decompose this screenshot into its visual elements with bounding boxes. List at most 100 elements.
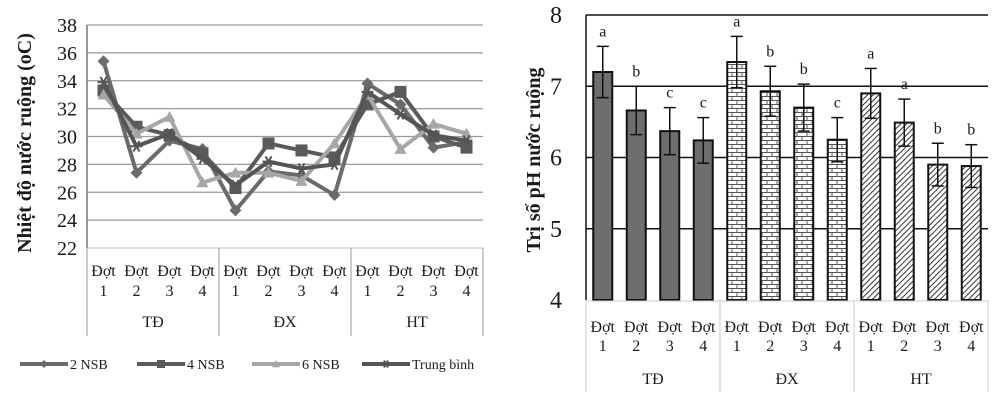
bar — [592, 71, 614, 301]
x-tick-label: Đợt — [124, 263, 149, 280]
x-tick-label: Đợt — [157, 263, 182, 280]
x-tick-label: 2 — [632, 338, 640, 355]
bar — [860, 92, 882, 301]
bar-group: a — [860, 45, 882, 301]
x-tick-label: Đợt — [624, 319, 649, 336]
x-tick-label: 2 — [133, 283, 141, 300]
bar-group: b — [793, 61, 815, 301]
point-triangle — [229, 166, 242, 178]
star-stroke — [462, 134, 471, 147]
group-label: TĐ — [642, 371, 663, 388]
star-stroke — [297, 162, 306, 175]
group-label: TĐ — [142, 314, 163, 331]
bar-group: c — [659, 85, 681, 301]
bar-group: c — [692, 95, 714, 301]
group-label: HT — [406, 314, 428, 331]
y-axis-label: Nhiệt độ nước ruộng (oC) — [14, 33, 36, 253]
y-tick-label: 34 — [57, 71, 77, 93]
star-stroke — [363, 86, 372, 98]
y-tick-label: 32 — [57, 99, 77, 121]
x-tick-label: 4 — [699, 338, 707, 355]
group-label: ĐX — [775, 371, 799, 388]
bar — [692, 139, 714, 301]
point-star — [262, 155, 275, 168]
point-square — [460, 141, 473, 154]
bars: a b c c a b b c a a b b — [592, 13, 982, 302]
x-tick-label: Đợt — [322, 263, 347, 280]
x-tick-label: 3 — [934, 338, 942, 355]
point-star — [361, 86, 374, 98]
point-star — [460, 134, 473, 147]
bar — [759, 90, 781, 301]
significance-label: b — [934, 120, 942, 137]
x-tick-label: 3 — [430, 283, 438, 300]
y-tick-labels: 22 24 26 28 30 32 34 36 38 — [57, 15, 77, 260]
x-tick-label: 1 — [232, 283, 240, 300]
point-square — [157, 360, 165, 368]
point-star — [427, 129, 440, 141]
significance-label: c — [834, 95, 841, 112]
significance-label: c — [700, 95, 707, 112]
x-tick-label: 1 — [599, 338, 607, 355]
x-tick-label: Đợt — [926, 319, 951, 336]
point-triangle — [394, 143, 407, 154]
y-gridlines — [585, 14, 988, 300]
bar-group: a — [893, 76, 915, 302]
x-tick-label: 2 — [397, 283, 405, 300]
star-stroke — [383, 360, 389, 368]
y-axis-label: Trị số pH nước ruộng — [523, 68, 545, 253]
x-tick-label: 4 — [833, 338, 841, 355]
star-stroke — [396, 108, 405, 120]
bar — [826, 138, 848, 301]
x-tick-label: Đợt — [859, 319, 884, 336]
x-tick-label: Đợt — [256, 263, 281, 280]
x-tick-label: 3 — [166, 283, 174, 300]
x-tick-label: 3 — [298, 283, 306, 300]
point-star — [97, 76, 110, 88]
legend-label: 6 NSB — [302, 358, 340, 373]
bar — [726, 61, 748, 302]
point-diamond — [328, 189, 341, 202]
legend-label: Trung bình — [412, 358, 474, 373]
point-triangle — [328, 137, 341, 149]
point-diamond — [97, 55, 110, 68]
point-star — [196, 153, 209, 165]
point-triangle — [130, 127, 143, 139]
point-star — [163, 128, 176, 140]
x-tick-label: Đợt — [591, 319, 616, 336]
star-stroke — [429, 129, 438, 141]
series-6-nsb — [97, 88, 473, 188]
x-tick-label: Đợt — [223, 263, 248, 280]
significance-label: b — [766, 43, 774, 60]
point-star — [295, 162, 308, 175]
x-axis: Đợt 1 Đợt 2 Đợt 3 Đợt 4 TĐ Đợt 1 Đợt 2 Đợt 3 Đợt 4 ĐX Đợt 1… — [585, 300, 989, 392]
x-tick-label: Đợt — [658, 319, 683, 336]
point-diamond — [427, 141, 440, 154]
y-tick-label: 7 — [550, 74, 562, 100]
point-square — [394, 85, 407, 98]
point-diamond — [40, 360, 48, 368]
star-stroke — [99, 76, 108, 88]
x-tick-label: Đợt — [691, 319, 716, 336]
bar-group: b — [759, 43, 781, 301]
legend-label: 4 NSB — [187, 358, 225, 373]
star-stroke — [231, 179, 240, 191]
x-tick-label: 3 — [800, 338, 808, 355]
star-stroke — [165, 128, 174, 140]
x-tick-label: Đợt — [454, 263, 479, 280]
point-star — [382, 360, 390, 368]
star-stroke — [198, 153, 207, 165]
x-tick-label: 4 — [463, 283, 471, 300]
significance-label: a — [901, 76, 908, 93]
x-tick-label: 1 — [867, 338, 875, 355]
x-tick-label: 4 — [967, 338, 975, 355]
y-tick-label: 5 — [550, 217, 562, 243]
significance-label: b — [632, 63, 640, 80]
y-tick-label: 38 — [57, 15, 77, 37]
x-tick-label: Đợt — [388, 263, 413, 280]
point-star — [328, 158, 341, 171]
x-tick-label: 2 — [900, 338, 908, 355]
bar-group: c — [826, 95, 848, 301]
